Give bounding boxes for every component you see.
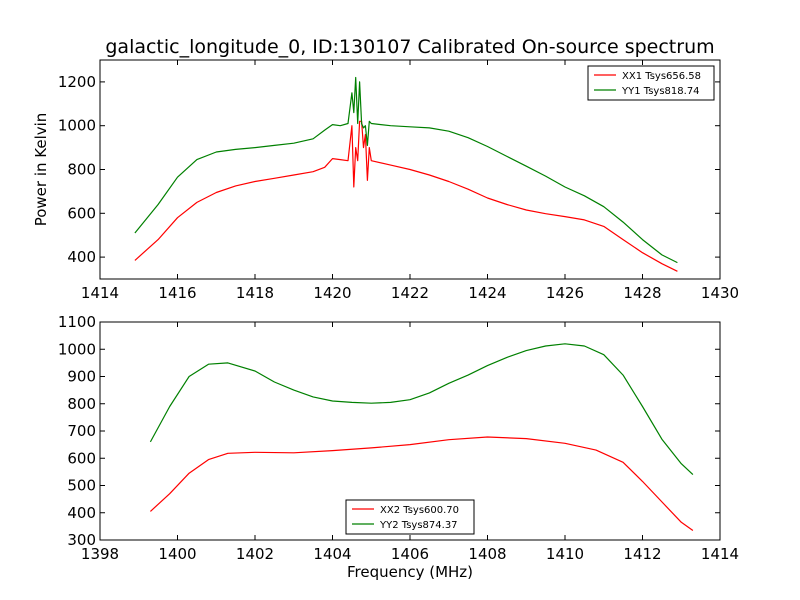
- y-tick-label: 800: [67, 395, 96, 413]
- series-line-2-1: [149, 436, 694, 531]
- series-line-1-2: [134, 76, 678, 264]
- x-tick-label: 1426: [546, 284, 584, 302]
- x-tick-label: 1416: [158, 284, 196, 302]
- y-tick-label: 600: [67, 204, 96, 222]
- y-tick-label: 500: [67, 477, 96, 495]
- legend-label: YY1 Tsys818.74: [621, 86, 700, 97]
- x-tick-label: 1412: [623, 545, 661, 563]
- y-tick-label: 900: [67, 368, 96, 386]
- y-tick-label: 300: [67, 531, 96, 549]
- x-tick-label: 1414: [81, 284, 119, 302]
- figure-title: galactic_longitude_0, ID:130107 Calibrat…: [105, 36, 714, 58]
- x-tick-label: 1422: [391, 284, 429, 302]
- x-tick-label: 1414: [701, 545, 739, 563]
- y-tick-label: 700: [67, 422, 96, 440]
- y-tick-label: 1200: [58, 73, 96, 91]
- series-line-1-1: [134, 120, 678, 272]
- y-tick-label: 600: [67, 449, 96, 467]
- legend-box: [587, 65, 715, 101]
- x-tick-label: 1430: [701, 284, 739, 302]
- x-tick-label: 1420: [313, 284, 351, 302]
- x-tick-label: 1406: [391, 545, 429, 563]
- plots: 1414 1416 1418 1420 1422 1424 1426 1428 1430 400 6…: [32, 59, 739, 581]
- legend-label: YY2 Tsys874.37: [379, 520, 458, 531]
- y-tick-label: 1000: [58, 340, 96, 358]
- x-tick-label: 1402: [236, 545, 274, 563]
- subplot-1: 1414 1416 1418 1420 1422 1424 1426 1428 1430 400 6…: [32, 59, 739, 302]
- legend-label: XX2 Tsys600.70: [380, 505, 459, 516]
- x-tick-label: 1428: [623, 284, 661, 302]
- subplot-2: 1398 1400 1402 1404 1406 1408 1410 1412 1414 300 4…: [58, 313, 739, 581]
- y-tick-label: 800: [67, 161, 96, 179]
- legend-box: [345, 499, 475, 535]
- x-tick-label: 1400: [158, 545, 196, 563]
- x-tick-label: 1398: [81, 545, 119, 563]
- x-tick-label: 1418: [236, 284, 274, 302]
- y-tick-label: 400: [67, 248, 96, 266]
- x-tick-label: 1404: [313, 545, 351, 563]
- legend-label: XX1 Tsys656.58: [622, 71, 701, 82]
- x-tick-label: 1410: [546, 545, 584, 563]
- x-axis-label: Frequency (MHz): [347, 563, 473, 581]
- y-axis-label: Power in Kelvin: [32, 113, 50, 227]
- x-tick-label: 1408: [468, 545, 506, 563]
- y-tick-label: 400: [67, 504, 96, 522]
- series-line-2-2: [149, 343, 694, 476]
- x-tick-label: 1424: [468, 284, 506, 302]
- legend: XX2 Tsys600.70 YY2 Tsys874.37: [345, 499, 475, 535]
- legend: XX1 Tsys656.58 YY1 Tsys818.74: [587, 65, 715, 101]
- y-tick-label: 1100: [58, 313, 96, 331]
- y-tick-label: 1000: [58, 117, 96, 135]
